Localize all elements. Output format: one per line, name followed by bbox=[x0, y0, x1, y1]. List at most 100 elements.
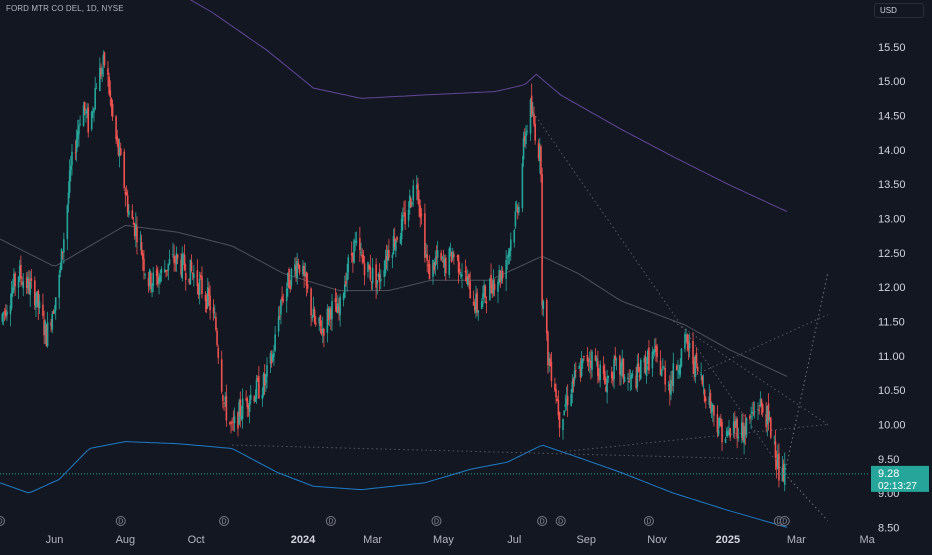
candle-body bbox=[124, 191, 127, 195]
candle bbox=[521, 156, 524, 213]
candle-body bbox=[215, 317, 217, 330]
candle bbox=[587, 357, 590, 372]
candle-body bbox=[298, 264, 301, 273]
candle-body bbox=[420, 213, 423, 216]
candle bbox=[172, 242, 174, 259]
candle-body bbox=[721, 421, 723, 443]
dividend-marker: D bbox=[115, 516, 126, 526]
trend-line bbox=[232, 444, 750, 460]
candle-body bbox=[693, 361, 695, 375]
candle-body bbox=[30, 278, 33, 281]
candle-body bbox=[42, 304, 44, 316]
candle bbox=[337, 295, 339, 314]
candle-body bbox=[555, 389, 557, 398]
candle bbox=[30, 268, 33, 289]
candle bbox=[545, 297, 548, 341]
candle bbox=[605, 376, 607, 392]
candle bbox=[212, 299, 215, 321]
candle bbox=[461, 263, 463, 289]
candle-body bbox=[749, 415, 751, 419]
candle-body bbox=[314, 322, 317, 325]
candle bbox=[694, 354, 697, 384]
candle-body bbox=[223, 402, 225, 404]
candle bbox=[460, 271, 462, 279]
dividend-marker-circle bbox=[219, 516, 230, 526]
candle-body bbox=[119, 148, 122, 155]
candle-body bbox=[3, 311, 6, 313]
candle-body bbox=[157, 276, 159, 285]
candle bbox=[83, 101, 86, 116]
candle-body bbox=[51, 313, 54, 330]
candle-body bbox=[75, 138, 78, 152]
candle bbox=[610, 366, 613, 384]
candle bbox=[770, 416, 772, 440]
candle bbox=[781, 456, 784, 482]
price-axis[interactable]: 15.50 15.00 14.50 14.00 13.50 13.00 12.50 12.00… bbox=[878, 42, 906, 535]
candle bbox=[245, 390, 247, 402]
candle bbox=[776, 444, 779, 470]
candle bbox=[757, 402, 759, 420]
candle-body bbox=[566, 395, 569, 406]
candle-body bbox=[550, 362, 553, 381]
candle bbox=[434, 250, 437, 276]
candle bbox=[165, 270, 167, 278]
candle bbox=[246, 396, 249, 418]
candle-body bbox=[727, 433, 729, 436]
candle bbox=[2, 311, 5, 326]
candle-body bbox=[572, 378, 575, 384]
candle-body bbox=[22, 281, 25, 289]
candle-body bbox=[237, 412, 239, 429]
candle bbox=[615, 357, 618, 371]
candle bbox=[761, 402, 764, 417]
candle-body bbox=[483, 284, 485, 295]
candle-body bbox=[720, 418, 722, 426]
candle bbox=[93, 107, 95, 122]
candle-body bbox=[44, 322, 47, 334]
candle-body bbox=[448, 248, 451, 275]
candle bbox=[230, 420, 232, 434]
candle-body bbox=[629, 378, 632, 380]
candle-body bbox=[508, 249, 511, 256]
candle-body bbox=[287, 272, 289, 287]
candle bbox=[352, 252, 354, 273]
candle-body bbox=[635, 375, 637, 388]
candle-body bbox=[660, 370, 663, 377]
candle bbox=[370, 281, 373, 290]
price-tick-label: 14.50 bbox=[878, 111, 906, 123]
candle bbox=[320, 320, 323, 336]
candle bbox=[701, 375, 704, 387]
currency-button[interactable]: USD bbox=[874, 3, 924, 18]
candle bbox=[518, 202, 520, 216]
candle-body bbox=[289, 285, 292, 290]
candle-body bbox=[27, 277, 29, 289]
candle bbox=[298, 264, 301, 276]
candle-body bbox=[597, 360, 599, 376]
candle bbox=[85, 108, 87, 123]
candle bbox=[579, 358, 582, 382]
candle-body bbox=[231, 421, 233, 423]
candle-body bbox=[273, 352, 275, 358]
time-axis[interactable]: Jun Aug Oct 2024 Mar May Jul Sep Nov 2025 Mar Ma bbox=[46, 534, 876, 546]
candle-body bbox=[442, 260, 445, 263]
candle-body bbox=[83, 101, 86, 111]
candle bbox=[718, 416, 721, 429]
candle-body bbox=[752, 413, 755, 414]
candle-body bbox=[201, 276, 203, 295]
candle bbox=[499, 269, 502, 288]
candle-body bbox=[638, 375, 641, 377]
candle bbox=[728, 419, 730, 436]
candle bbox=[3, 308, 6, 322]
candle bbox=[160, 266, 163, 282]
candle-body bbox=[216, 330, 218, 346]
candle bbox=[287, 272, 289, 297]
candle-body bbox=[20, 264, 22, 279]
candle bbox=[628, 369, 630, 383]
candle-body bbox=[318, 317, 321, 324]
candle bbox=[580, 350, 583, 378]
candle-body bbox=[85, 111, 87, 114]
candle bbox=[442, 249, 445, 269]
candle-body bbox=[493, 283, 496, 290]
candle bbox=[240, 405, 243, 422]
